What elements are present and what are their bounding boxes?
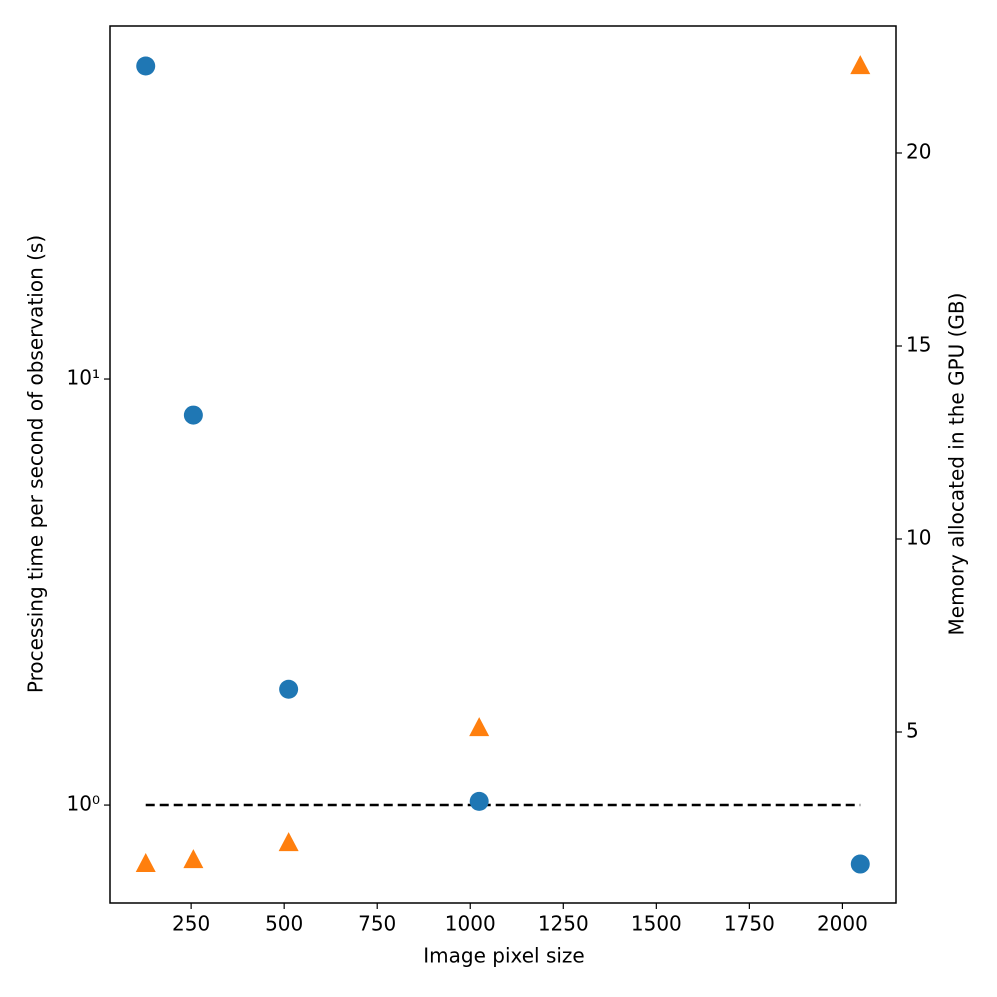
triangle-point [183,849,204,869]
y2-tick-label: 10 [906,525,931,549]
y2-axis-label: Memory allocated in the GPU (GB) [945,293,969,636]
x-tick-label: 2000 [817,912,868,936]
x-tick-label: 500 [265,912,303,936]
y-tick-label: 10⁰ [67,792,100,816]
plot-frame [109,25,897,904]
circle-point [850,854,870,874]
triangle-point [278,832,299,852]
x-tick-label: 250 [172,912,210,936]
y-tick-label: 10¹ [67,366,100,390]
x-tick-label: 1000 [445,912,496,936]
y-axis-label: Processing time per second of observatio… [24,235,48,693]
y2-tick-label: 20 [906,139,931,163]
circle-point [136,56,156,76]
x-tick-label: 750 [358,912,396,936]
x-tick-label: 1500 [631,912,682,936]
x-tick-label: 1250 [538,912,589,936]
triangle-point [469,717,490,737]
x-tick-label: 1750 [724,912,775,936]
circle-point [469,791,489,811]
triangle-point [850,55,871,75]
y2-tick-label: 15 [906,332,931,356]
circle-point [183,405,203,425]
triangle-point [135,853,156,873]
circle-point [279,679,299,699]
y2-tick-label: 5 [906,719,919,743]
x-axis-label: Image pixel size [423,944,584,968]
